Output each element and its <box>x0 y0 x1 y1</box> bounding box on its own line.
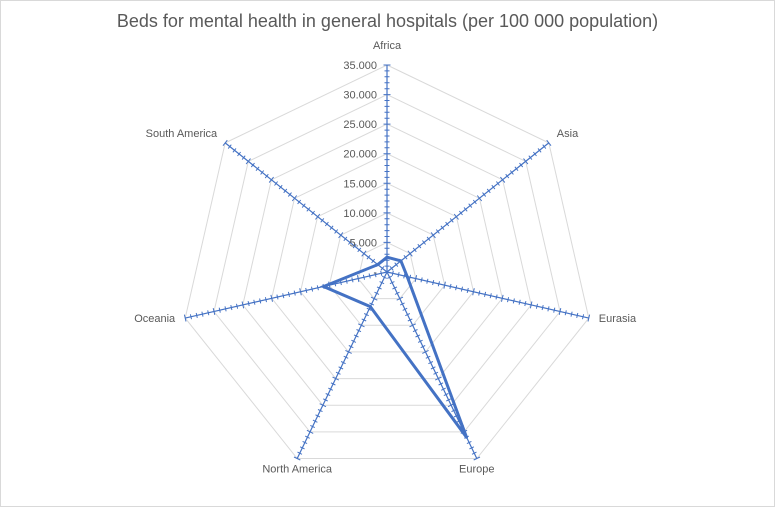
axis-ticks-4 <box>293 275 387 461</box>
axis-ticks-6 <box>222 139 385 271</box>
tick-label-0: - <box>373 267 377 279</box>
category-label-europe: Europe <box>459 464 494 476</box>
data-point-1 <box>399 259 403 263</box>
data-point-5 <box>322 285 326 288</box>
gridline-7 <box>184 64 590 459</box>
tick-label-5: 25.000 <box>343 119 377 131</box>
category-label-africa: Africa <box>373 40 402 52</box>
tick-label-3: 15.000 <box>343 178 377 190</box>
gridline-5 <box>242 123 532 406</box>
tick-label-1: 5.000 <box>349 237 377 249</box>
axis-6 <box>224 142 388 273</box>
data-point-3 <box>465 435 468 439</box>
series-layer <box>319 255 468 439</box>
axis-5 <box>185 271 388 319</box>
axis-2 <box>386 271 589 319</box>
tick-label-2: 10.000 <box>343 208 377 220</box>
axis-ticks-5 <box>183 270 383 322</box>
tick-label-4: 20.000 <box>343 149 377 161</box>
tick-label-7: 35.000 <box>343 60 377 72</box>
axis-ticks-2 <box>391 270 591 322</box>
axis-1 <box>386 142 550 273</box>
grid-lines <box>184 64 590 459</box>
radial-axes <box>183 64 591 461</box>
chart-title: Beds for mental health in general hospit… <box>116 11 659 31</box>
series-line-0 <box>319 255 468 439</box>
data-point-0 <box>385 255 389 259</box>
gridline-3 <box>299 182 475 353</box>
gridline-2 <box>328 212 446 326</box>
axis-4 <box>296 271 388 459</box>
data-point-4 <box>368 305 372 309</box>
category-labels: Africa Asia Eurasia Europe North America Ocea… <box>134 40 637 476</box>
data-point-2 <box>405 275 409 279</box>
category-label-eurasia: Eurasia <box>599 313 637 325</box>
gridline-1 <box>357 241 417 300</box>
category-label-oceania: Oceania <box>134 313 176 325</box>
axis-ticks-0 <box>383 64 391 267</box>
axis-ticks-1 <box>389 139 552 271</box>
gridline-6 <box>213 94 561 433</box>
category-label-south-america: South America <box>146 128 218 140</box>
tick-labels: - 5.000 10.000 15.000 20.000 25.000 30.000 35.0… <box>343 60 377 279</box>
tick-label-6: 30.000 <box>343 90 377 102</box>
data-point-6 <box>376 263 380 267</box>
gridline-4 <box>271 153 503 380</box>
category-label-asia: Asia <box>557 128 579 140</box>
axis-ticks-3 <box>387 275 481 461</box>
category-label-north-america: North America <box>262 464 333 476</box>
